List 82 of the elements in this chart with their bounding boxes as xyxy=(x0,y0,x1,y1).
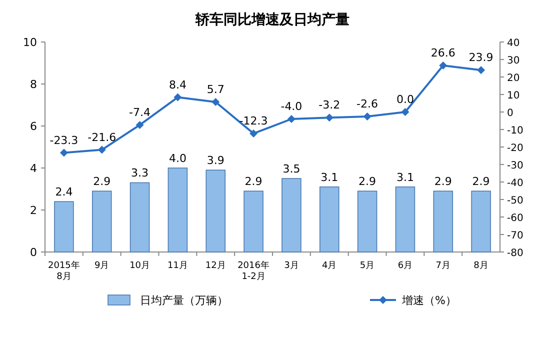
data-label: 2.9 xyxy=(434,175,452,188)
data-label: 2.4 xyxy=(55,186,73,199)
data-label: 3.1 xyxy=(320,170,338,184)
bar xyxy=(244,190,264,252)
data-label: 2.9 xyxy=(93,175,111,188)
bar xyxy=(92,190,112,252)
bar xyxy=(168,168,188,252)
point xyxy=(250,130,258,138)
data-label: 0.0 xyxy=(396,93,414,106)
data-label: 26.6 xyxy=(430,46,456,60)
point xyxy=(363,112,372,121)
point xyxy=(174,93,182,102)
data-label: 3.5 xyxy=(282,162,300,176)
x-tick-label: 7月 xyxy=(436,261,450,271)
data-label: 3.1 xyxy=(396,170,414,184)
y2-tick-label: -10 xyxy=(507,126,524,136)
bar xyxy=(433,190,454,252)
y2-tick-label: -80 xyxy=(507,248,524,259)
data-label: 2.9 xyxy=(358,175,376,188)
y-tick-label: 8 xyxy=(30,78,37,91)
y2-tick-label: 30 xyxy=(507,56,520,66)
point xyxy=(439,61,448,70)
point xyxy=(136,120,144,129)
data-label: 8.4 xyxy=(168,78,186,92)
point xyxy=(287,115,296,123)
bar xyxy=(319,186,340,252)
y2-tick-label: 20 xyxy=(507,73,520,84)
data-label: 5.7 xyxy=(206,83,224,96)
x-tick-label: 2015年 8月 xyxy=(48,260,80,282)
point xyxy=(325,114,334,122)
data-label: -3.2 xyxy=(318,98,340,112)
y2-tick-label: 10 xyxy=(507,90,520,102)
legend-label: 增速（%） xyxy=(401,294,456,307)
chart-title: 轿车同比增速及日均产量 xyxy=(194,11,350,28)
x-tick-label: 9月 xyxy=(94,261,110,271)
legend-label: 日均产量（万辆） xyxy=(140,294,228,307)
data-label: -4.0 xyxy=(280,100,302,113)
x-tick-label: 10月 xyxy=(130,261,150,271)
y2-tick-label: -20 xyxy=(507,143,524,154)
bar xyxy=(54,201,74,252)
data-label: 3.3 xyxy=(131,166,149,180)
y-tick-label: 10 xyxy=(23,36,37,49)
y2-tick-label: -40 xyxy=(507,178,524,189)
y2-tick-label: -70 xyxy=(507,230,524,242)
x-tick-label: 2016年 1-2月 xyxy=(238,260,270,282)
y-tick-label: 2 xyxy=(30,204,37,217)
y2-tick-label: -50 xyxy=(507,196,524,206)
bar xyxy=(130,182,150,252)
point xyxy=(212,98,220,106)
x-tick-label: 12月 xyxy=(205,261,226,271)
y2-tick-label: -30 xyxy=(507,160,524,172)
bar xyxy=(206,170,226,252)
x-tick-label: 4月 xyxy=(322,261,337,271)
data-label: 2.9 xyxy=(472,175,490,188)
point xyxy=(60,148,68,157)
y-tick-label: 0 xyxy=(30,246,37,259)
data-label: -2.6 xyxy=(356,98,378,111)
data-label: 4.0 xyxy=(168,152,186,165)
x-tick-label: 11月 xyxy=(167,261,188,271)
y-tick-label: 6 xyxy=(30,120,37,133)
bar xyxy=(471,190,491,252)
data-label: -7.4 xyxy=(129,106,151,119)
x-tick-label: 8月 xyxy=(474,261,488,271)
x-tick-label: 3月 xyxy=(284,261,299,271)
data-label: -23.3 xyxy=(50,134,78,147)
y2-tick-label: 0 xyxy=(507,108,514,119)
data-label: 23.9 xyxy=(468,51,494,64)
point xyxy=(401,108,410,116)
bar xyxy=(357,190,378,252)
bar xyxy=(395,186,416,252)
x-tick-label: 5月 xyxy=(360,261,375,271)
y2-tick-label: 40 xyxy=(507,38,520,49)
y2-tick-label: -60 xyxy=(507,213,524,224)
data-label: -12.3 xyxy=(239,114,268,128)
data-label: 3.9 xyxy=(206,154,224,168)
bar xyxy=(282,178,302,252)
x-tick-label: 6月 xyxy=(398,261,413,271)
point xyxy=(98,146,106,154)
data-label: 2.9 xyxy=(244,175,262,188)
data-label: -21.6 xyxy=(88,130,116,144)
point xyxy=(477,66,486,74)
y-tick-label: 4 xyxy=(30,162,37,175)
